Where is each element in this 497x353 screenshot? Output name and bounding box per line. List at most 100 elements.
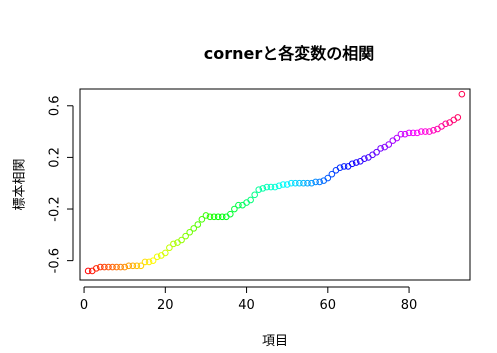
data-point bbox=[109, 263, 116, 271]
data-point bbox=[129, 262, 137, 270]
y-tick-label: -0.6 bbox=[48, 248, 63, 273]
data-point bbox=[352, 159, 360, 166]
data-point bbox=[194, 221, 202, 228]
data-point bbox=[182, 232, 189, 240]
data-point bbox=[422, 128, 429, 135]
data-point bbox=[166, 244, 173, 252]
data-point bbox=[312, 178, 319, 186]
x-tick-label: 20 bbox=[157, 298, 174, 313]
data-point bbox=[235, 201, 242, 209]
data-point bbox=[417, 128, 425, 135]
x-tick-label: 80 bbox=[401, 298, 418, 313]
data-point bbox=[304, 179, 311, 187]
data-point bbox=[222, 213, 230, 221]
x-tick-label: 0 bbox=[80, 298, 88, 313]
x-tick-label: 60 bbox=[320, 298, 337, 313]
data-point bbox=[361, 155, 368, 162]
data-point bbox=[231, 205, 238, 213]
data-point bbox=[283, 181, 291, 188]
data-point bbox=[287, 179, 295, 187]
data-point bbox=[316, 178, 323, 186]
data-point bbox=[413, 129, 421, 137]
data-point bbox=[101, 263, 108, 271]
plot-area-frame bbox=[79, 88, 471, 281]
data-point bbox=[141, 258, 149, 266]
data-point bbox=[405, 129, 413, 137]
data-point bbox=[300, 179, 307, 187]
data-point bbox=[97, 263, 104, 271]
data-point bbox=[92, 265, 100, 272]
data-point bbox=[397, 130, 405, 138]
data-point bbox=[145, 258, 153, 266]
data-point bbox=[450, 116, 458, 124]
data-point bbox=[178, 236, 185, 244]
data-points bbox=[84, 90, 466, 275]
data-point bbox=[214, 213, 222, 221]
y-tick-label: -0.2 bbox=[48, 196, 63, 221]
chart-title: cornerと各変数の相関 bbox=[204, 44, 375, 63]
data-point bbox=[279, 181, 287, 188]
data-point bbox=[340, 163, 348, 170]
x-axis-label: 項目 bbox=[262, 334, 288, 349]
data-point bbox=[438, 123, 445, 130]
data-point bbox=[296, 179, 303, 187]
data-point bbox=[344, 163, 352, 170]
data-point bbox=[227, 210, 234, 218]
data-point bbox=[239, 201, 246, 209]
data-point bbox=[263, 183, 271, 191]
data-point bbox=[137, 262, 145, 270]
data-point bbox=[186, 228, 193, 236]
y-tick-label: 0.6 bbox=[48, 95, 63, 116]
data-point bbox=[430, 126, 437, 134]
data-point bbox=[198, 216, 206, 223]
data-point bbox=[243, 199, 250, 206]
data-point bbox=[170, 240, 177, 248]
data-point bbox=[292, 179, 299, 187]
data-point bbox=[442, 120, 449, 128]
data-point bbox=[121, 263, 128, 271]
data-point bbox=[267, 183, 275, 191]
data-point bbox=[88, 267, 96, 275]
data-point bbox=[117, 263, 124, 271]
data-point bbox=[190, 225, 198, 232]
data-point bbox=[202, 212, 210, 219]
y-axis: -0.6 -0.2 0.2 0.6 bbox=[48, 95, 74, 273]
data-point bbox=[324, 174, 332, 182]
data-point bbox=[247, 196, 254, 204]
data-point bbox=[251, 191, 258, 199]
data-point bbox=[271, 183, 279, 191]
y-tick-label: 0.2 bbox=[48, 147, 63, 168]
data-point bbox=[332, 167, 340, 174]
x-tick-label: 40 bbox=[238, 298, 255, 313]
data-point bbox=[206, 213, 214, 221]
data-point bbox=[259, 185, 267, 192]
data-point bbox=[454, 114, 462, 121]
data-point bbox=[105, 263, 112, 271]
data-point bbox=[113, 263, 120, 271]
data-point bbox=[328, 170, 336, 178]
data-point bbox=[218, 213, 226, 221]
x-axis: 0 20 40 60 80 bbox=[80, 286, 418, 313]
data-point bbox=[369, 151, 376, 159]
data-point bbox=[275, 182, 283, 190]
data-point bbox=[308, 179, 315, 187]
data-point bbox=[125, 262, 133, 270]
data-point bbox=[426, 128, 433, 135]
data-point bbox=[162, 249, 169, 257]
data-point bbox=[373, 148, 380, 156]
data-point bbox=[385, 141, 393, 148]
data-point bbox=[393, 134, 401, 142]
data-point bbox=[336, 164, 344, 172]
data-point bbox=[401, 130, 409, 138]
y-axis-label: 標本相関 bbox=[13, 158, 28, 210]
data-point bbox=[149, 257, 157, 264]
data-point bbox=[348, 160, 356, 168]
data-point bbox=[133, 262, 141, 270]
data-point bbox=[210, 213, 218, 221]
data-point bbox=[389, 137, 397, 144]
data-point bbox=[255, 186, 263, 193]
data-point bbox=[153, 253, 161, 261]
data-point bbox=[458, 90, 466, 98]
data-point bbox=[377, 145, 384, 152]
